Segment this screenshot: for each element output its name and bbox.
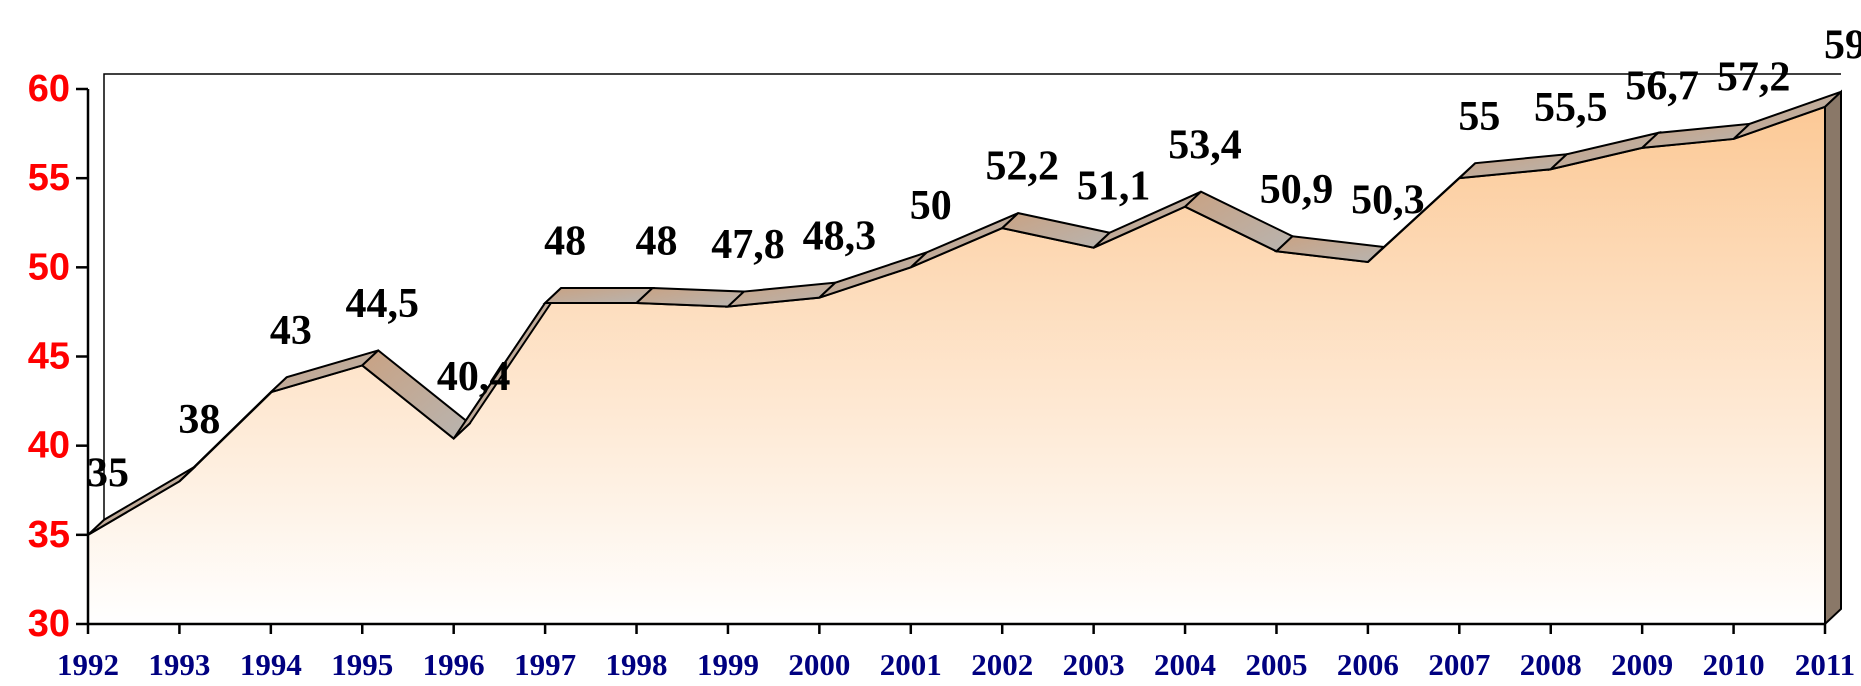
area-top <box>542 287 656 304</box>
value-label: 55,5 <box>1534 85 1608 131</box>
x-tick-label: 2005 <box>1245 647 1307 682</box>
value-label: 59 <box>1824 22 1861 68</box>
x-tick-label: 2001 <box>880 647 942 682</box>
x-tick-label: 2002 <box>971 647 1033 682</box>
x-tick-label: 1999 <box>697 647 759 682</box>
y-tick-label: 50 <box>28 246 70 288</box>
x-tick-label: 2004 <box>1154 647 1216 682</box>
value-label: 47,8 <box>711 222 785 268</box>
value-label: 53,4 <box>1168 122 1242 168</box>
y-tick-label: 55 <box>28 157 70 199</box>
x-tick-label: 2008 <box>1520 647 1582 682</box>
value-label: 56,7 <box>1625 63 1699 109</box>
x-tick-label: 1996 <box>423 647 485 682</box>
y-tick-label: 45 <box>28 336 70 378</box>
y-tick-label: 60 <box>28 68 70 110</box>
x-tick-label: 2009 <box>1611 647 1673 682</box>
x-tick-label: 1997 <box>514 647 576 682</box>
value-label: 40,4 <box>437 354 511 400</box>
y-tick-label: 30 <box>28 603 70 645</box>
value-label: 51,1 <box>1077 163 1151 209</box>
area-top <box>634 286 747 308</box>
x-tick-label: 1998 <box>606 647 668 682</box>
x-tick-label: 1992 <box>57 647 119 682</box>
y-tick-label: 40 <box>28 425 70 467</box>
area-side <box>1824 89 1842 627</box>
value-label: 57,2 <box>1717 55 1791 101</box>
value-label: 35 <box>87 450 129 496</box>
x-tick-label: 1995 <box>331 647 393 682</box>
value-label: 50,9 <box>1260 167 1334 213</box>
back-frame <box>103 73 1841 609</box>
value-label: 48 <box>544 219 586 265</box>
x-tick-label: 2000 <box>788 647 850 682</box>
value-label: 55 <box>1458 94 1500 140</box>
x-tick-label: 1994 <box>240 647 302 682</box>
value-label: 38 <box>178 397 220 443</box>
x-tick-label: 2007 <box>1428 647 1490 682</box>
x-tick-label: 2003 <box>1063 647 1125 682</box>
value-label: 48,3 <box>803 213 877 259</box>
value-label: 52,2 <box>985 144 1059 190</box>
value-label: 50 <box>910 183 952 229</box>
value-label: 44,5 <box>346 281 420 327</box>
x-tick-label: 1993 <box>148 647 210 682</box>
value-label: 43 <box>270 308 312 354</box>
x-tick-label: 2010 <box>1703 647 1765 682</box>
x-tick-label: 2011 <box>1795 647 1855 682</box>
value-label: 48 <box>636 219 678 265</box>
value-label: 50,3 <box>1351 178 1425 224</box>
x-tick-label: 2006 <box>1337 647 1399 682</box>
y-tick-label: 35 <box>28 514 70 556</box>
